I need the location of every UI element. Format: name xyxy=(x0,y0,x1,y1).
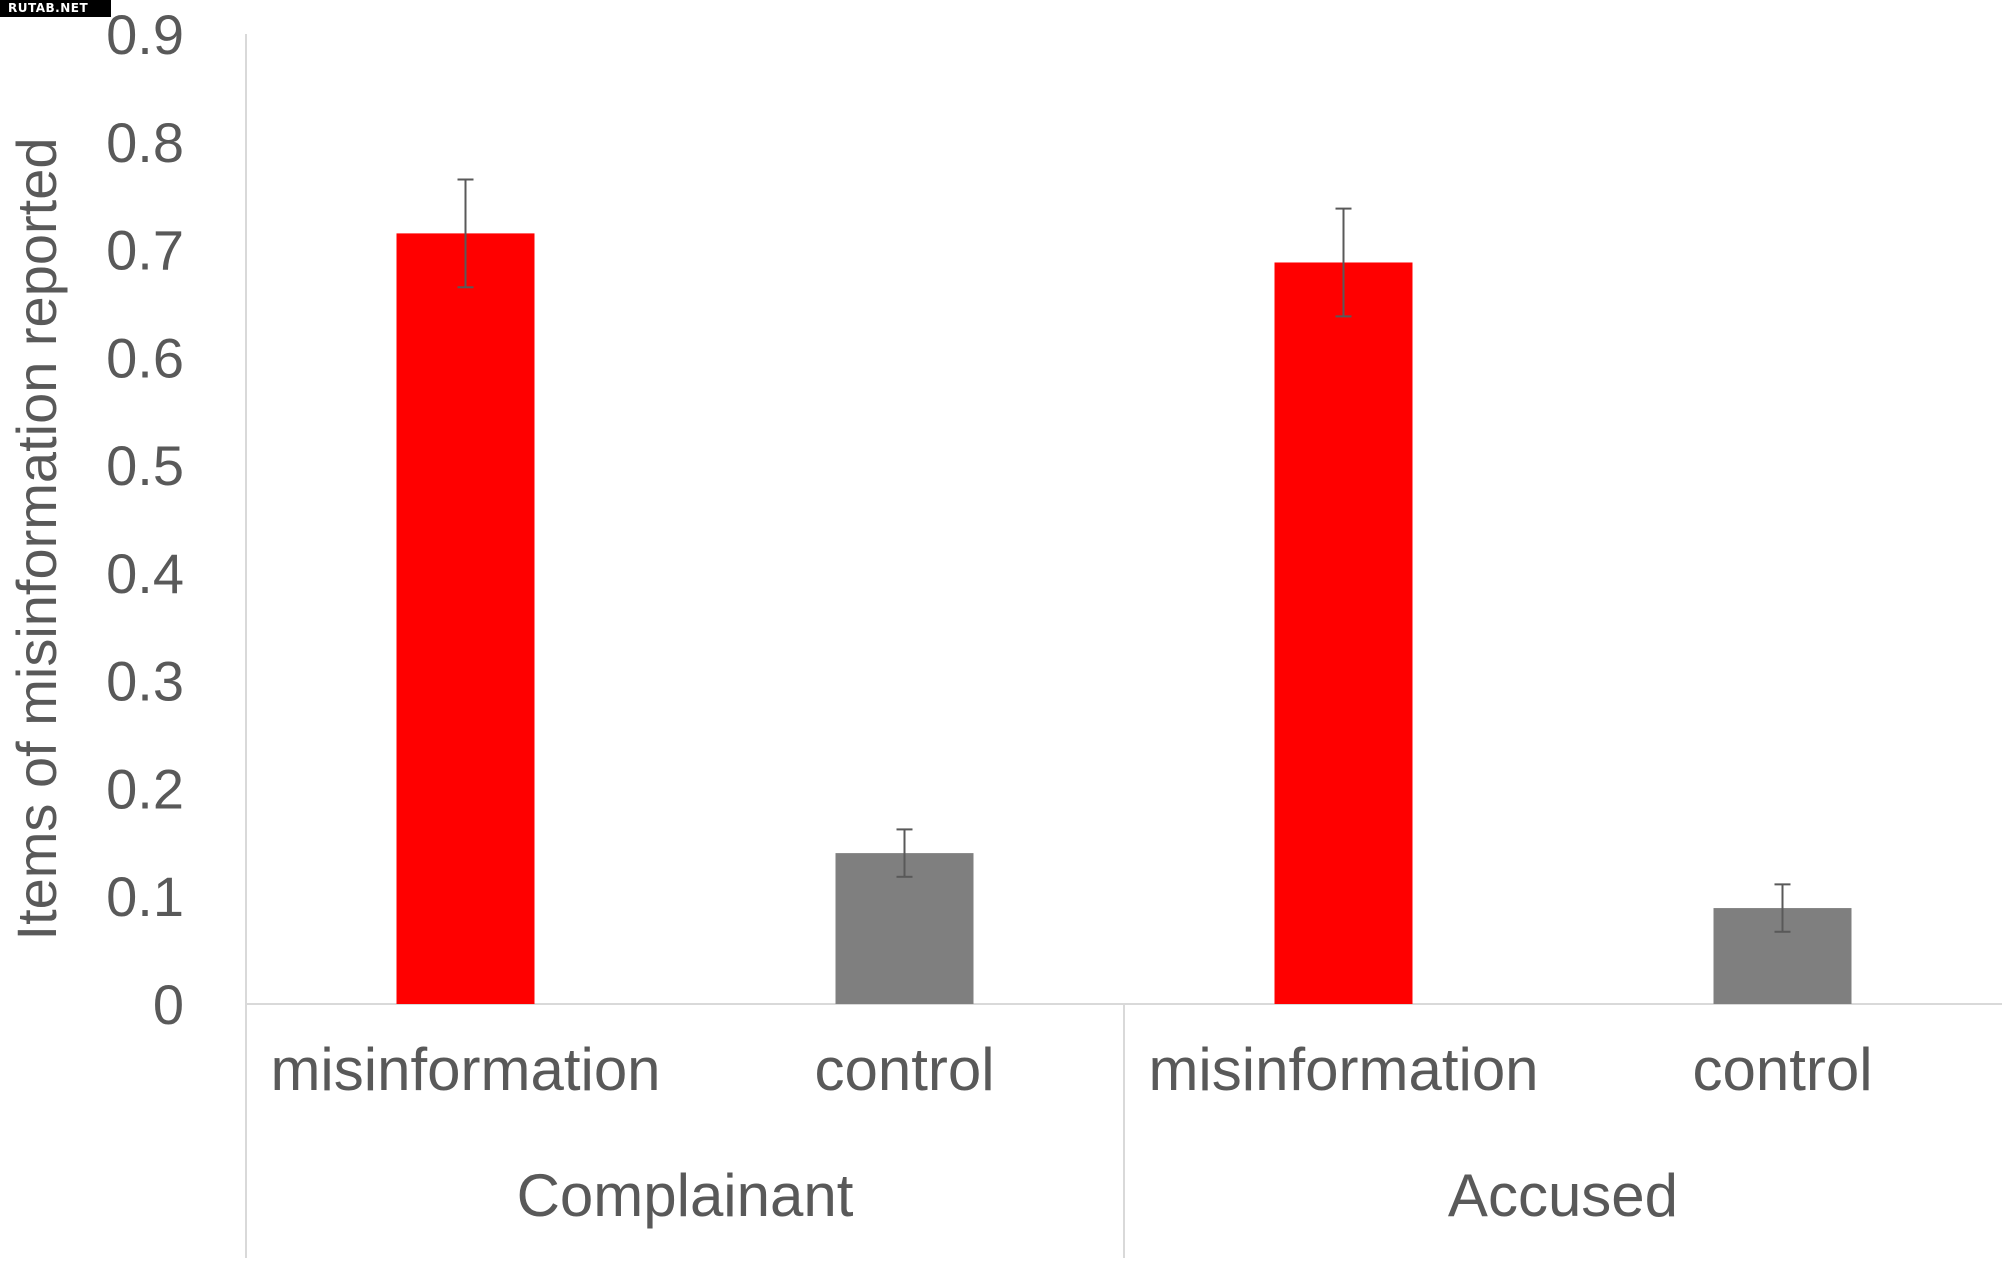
x-category-label: control xyxy=(1692,1036,1872,1103)
y-tick-label: 0.6 xyxy=(106,326,184,389)
y-axis-title: Items of misinformation reported xyxy=(5,138,68,941)
y-tick-label: 0.8 xyxy=(106,111,184,174)
y-tick-label: 0.7 xyxy=(106,219,184,282)
watermark-logo: RUTAB.NET xyxy=(0,0,111,17)
y-tick-label: 0.2 xyxy=(106,757,184,820)
y-tick-label: 0.3 xyxy=(106,650,184,713)
y-tick-label: 0.9 xyxy=(106,3,184,66)
x-category-label: misinformation xyxy=(1148,1036,1538,1103)
x-category-label: misinformation xyxy=(270,1036,660,1103)
watermark-text: RUTAB.NET xyxy=(8,1,89,15)
bar xyxy=(1274,262,1413,1004)
y-tick-label: 0.1 xyxy=(106,865,184,928)
y-tick-label: 0.5 xyxy=(106,434,184,497)
y-tick-label: 0 xyxy=(153,973,184,1036)
bar xyxy=(835,853,974,1004)
y-tick-label: 0.4 xyxy=(106,542,184,605)
x-category-label: control xyxy=(814,1036,994,1103)
bar xyxy=(396,233,535,1004)
x-group-label: Accused xyxy=(1448,1162,1678,1229)
x-group-label: Complainant xyxy=(517,1162,854,1229)
